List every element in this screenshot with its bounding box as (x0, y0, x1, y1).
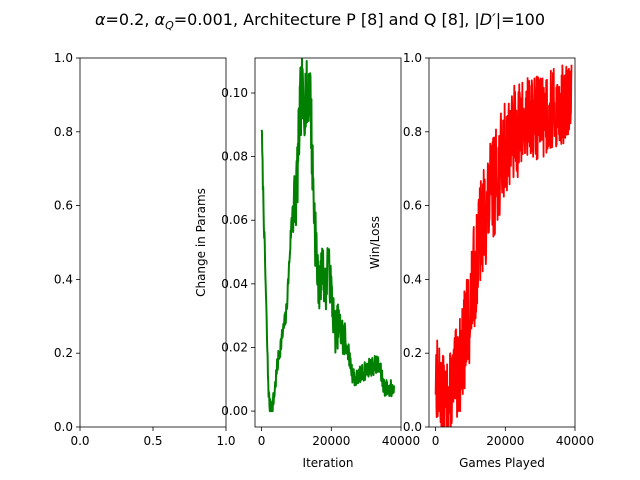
subplot-change-in-params: 0 20000 40000 0.00 0.02 0.04 0.06 0.08 0.10 Itera… (194, 57, 420, 470)
y-tick-label-params: 0.10 (221, 86, 248, 100)
title-dprime-symbol: D′ (480, 10, 496, 29)
y-tick-label-params: 0.02 (221, 340, 248, 354)
axes-frame-empty (79, 57, 227, 428)
title-alphaq-value: =0.001, Architecture P [8] and Q [8], | (174, 10, 480, 29)
x-tick-label-params: 20000 (312, 434, 350, 448)
axes-frame-params (254, 57, 402, 428)
x-axis-label-winloss: Games Played (459, 456, 545, 470)
x-tick-label-winloss: 40000 (556, 434, 594, 448)
y-tick-label-empty: 0.6 (54, 199, 73, 213)
series-line-params (260, 58, 396, 413)
figure-title: α=0.2, αQ=0.001, Architecture P [8] and … (95, 10, 545, 32)
x-axis-label-params: Iteration (303, 456, 354, 470)
x-tick-label-params: 0 (258, 434, 266, 448)
y-tick-label-empty: 0.4 (54, 272, 73, 286)
x-tick-label-winloss: 0 (432, 434, 440, 448)
x-tick-label-empty: 1.0 (216, 434, 235, 448)
x-tick-label-winloss: 20000 (486, 434, 524, 448)
subplot-empty: 0.0 0.5 1.0 0.0 0.2 0.4 0.6 0.8 1.0 (54, 51, 236, 448)
y-tick-label-params: 0.08 (221, 150, 248, 164)
x-tick-label-empty: 0.5 (143, 434, 162, 448)
title-dprime-value: |=100 (496, 10, 545, 29)
y-tick-label-winloss: 0.4 (403, 272, 422, 286)
x-tick-label-empty: 0.0 (70, 434, 89, 448)
y-tick-label-winloss: 1.0 (403, 51, 422, 65)
title-alphaq-subscript: Q (165, 19, 174, 32)
y-tick-label-winloss: 0.6 (403, 199, 422, 213)
y-tick-label-empty: 0.2 (54, 346, 73, 360)
title-alpha-symbol: α (95, 10, 106, 29)
y-tick-label-empty: 0.0 (54, 420, 73, 434)
y-axis-label-params: Change in Params (194, 188, 208, 297)
y-tick-label-params: 0.06 (221, 213, 248, 227)
title-alphaq-symbol: α (155, 10, 166, 29)
y-tick-label-winloss: 0.0 (403, 420, 422, 434)
y-tick-label-empty: 1.0 (54, 51, 73, 65)
y-tick-label-empty: 0.8 (54, 125, 73, 139)
y-tick-label-winloss: 0.8 (403, 125, 422, 139)
title-alpha-value: =0.2, (106, 10, 155, 29)
y-axis-label-winloss: Win/Loss (368, 216, 382, 269)
x-tick-label-params: 40000 (382, 434, 420, 448)
y-tick-label-params: 0.00 (221, 404, 248, 418)
series-line-winloss (434, 64, 573, 427)
y-tick-label-params: 0.04 (221, 277, 248, 291)
y-tick-label-winloss: 0.2 (403, 346, 422, 360)
axes-frame-winloss (428, 57, 576, 428)
